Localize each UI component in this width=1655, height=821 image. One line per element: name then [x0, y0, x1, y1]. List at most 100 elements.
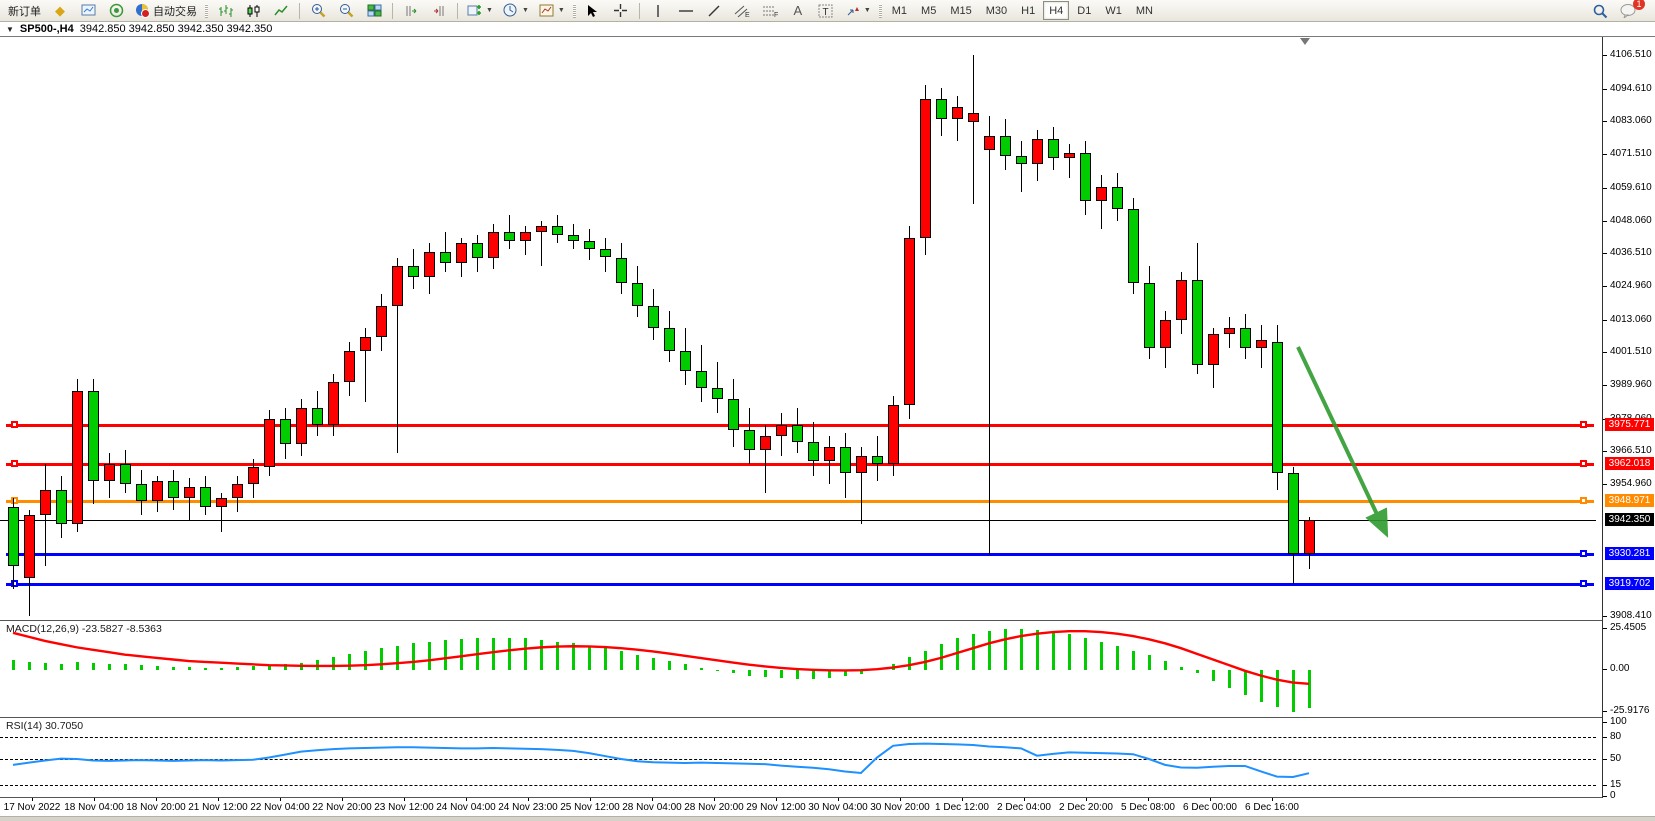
- signals-icon[interactable]: [103, 1, 129, 21]
- macd-histogram-bar: [556, 641, 559, 670]
- line-anchor-handle[interactable]: [1580, 421, 1587, 429]
- line-anchor-handle[interactable]: [11, 460, 18, 468]
- macd-histogram-bar: [172, 666, 175, 670]
- macd-panel[interactable]: MACD(12,26,9) -23.5827 -8.5363: [0, 620, 1602, 718]
- rsi-axis-tick-label: 50: [1610, 753, 1622, 764]
- down-arrow-annotation[interactable]: [0, 37, 1602, 620]
- add-indicator-button[interactable]: ▼: [463, 1, 497, 21]
- arrows-tool-button[interactable]: ▼: [841, 1, 875, 21]
- candle-wick: [989, 115, 990, 555]
- timeframe-m15[interactable]: M15: [950, 4, 972, 17]
- macd-histogram-bar: [924, 650, 927, 670]
- macd-histogram-bar: [92, 662, 95, 670]
- candle-bear: [1112, 186, 1123, 210]
- macd-axis-tick: [1603, 669, 1607, 670]
- line-price-label: 3975.771: [1605, 418, 1654, 432]
- macd-histogram-bar: [588, 645, 591, 670]
- time-axis-tick: [652, 798, 653, 801]
- time-axis-label: 22 Nov 20:00: [312, 802, 372, 813]
- price-axis[interactable]: 4106.510 4094.610 4083.060 4071.510 4059.610…: [1602, 37, 1655, 801]
- line-chart-mode-icon[interactable]: [268, 1, 294, 21]
- time-axis-tick: [94, 798, 95, 801]
- rsi-panel[interactable]: RSI(14) 30.7050: [0, 718, 1602, 798]
- price-axis-tick: [1603, 187, 1607, 189]
- candle-bear: [664, 328, 675, 351]
- periods-button[interactable]: ▼: [499, 1, 533, 21]
- candle-bear: [584, 240, 595, 249]
- symbols-icon[interactable]: ◆: [55, 2, 65, 18]
- candle-wick: [509, 215, 510, 249]
- new-chart-icon[interactable]: [75, 1, 101, 21]
- symbol-dropdown-icon[interactable]: ▼: [6, 24, 14, 34]
- text-label-tool-icon[interactable]: T: [813, 1, 839, 21]
- candle-wick: [397, 257, 398, 453]
- timeframe-h4[interactable]: H4: [1043, 1, 1070, 20]
- line-anchor-handle[interactable]: [1580, 460, 1587, 468]
- cursor-tool-icon[interactable]: [580, 1, 606, 21]
- time-axis-tick: [1148, 798, 1149, 801]
- horizontal-line-object[interactable]: [6, 552, 1594, 556]
- candle-bull: [904, 237, 915, 405]
- auto-scroll-toggle-icon[interactable]: [426, 1, 452, 21]
- horizontal-line-tool-icon[interactable]: [673, 1, 699, 21]
- templates-button[interactable]: ▼: [535, 1, 569, 21]
- candle-bull: [984, 135, 995, 150]
- equidistant-channel-tool-icon[interactable]: E: [729, 1, 755, 21]
- macd-histogram-bar: [1020, 629, 1023, 670]
- timeframe-mn[interactable]: MN: [1135, 4, 1153, 17]
- rsi-axis-tick-label: 100: [1610, 716, 1627, 728]
- candle-bear: [408, 266, 419, 278]
- timeframe-d1[interactable]: D1: [1077, 4, 1092, 17]
- price-axis-tick: [1603, 451, 1607, 453]
- vertical-line-tool-icon[interactable]: [645, 1, 671, 21]
- chart-shift-toggle-icon[interactable]: [398, 1, 424, 21]
- time-axis[interactable]: 17 Nov 2022 18 Nov 04:00 18 Nov 20:00 21 No…: [0, 798, 1655, 816]
- line-anchor-handle[interactable]: [11, 421, 18, 429]
- bar-chart-mode-icon[interactable]: [212, 1, 238, 21]
- timeframe-m30[interactable]: M30: [985, 4, 1008, 17]
- search-icon[interactable]: [1587, 1, 1613, 21]
- new-order-button[interactable]: 新订单: [4, 1, 45, 21]
- timeframe-h1[interactable]: H1: [1021, 4, 1036, 17]
- candle-wick: [525, 226, 526, 255]
- horizontal-line-object[interactable]: [6, 499, 1594, 503]
- line-anchor-handle[interactable]: [11, 580, 18, 588]
- price-chart-panel[interactable]: [0, 37, 1602, 620]
- fibonacci-tool-icon[interactable]: F: [757, 1, 783, 21]
- macd-histogram-bar: [1244, 670, 1247, 696]
- tile-windows-icon[interactable]: [361, 1, 387, 21]
- zoom-in-icon[interactable]: [305, 1, 331, 21]
- timeframe-m1[interactable]: M1: [891, 4, 908, 17]
- candle-bull: [536, 226, 547, 232]
- macd-histogram-bar: [844, 670, 847, 677]
- time-axis-tick: [156, 798, 157, 801]
- line-anchor-handle[interactable]: [1580, 580, 1587, 588]
- autotrading-button[interactable]: 自动交易: [131, 1, 201, 21]
- price-axis-tick-label: 3954.960: [1610, 478, 1652, 490]
- macd-histogram-bar: [76, 661, 79, 670]
- candle-bear: [616, 257, 627, 283]
- trendline-tool-icon[interactable]: [701, 1, 727, 21]
- timeframe-w1[interactable]: W1: [1105, 4, 1122, 17]
- line-anchor-handle[interactable]: [11, 497, 18, 505]
- macd-histogram-bar: [1052, 632, 1055, 670]
- zoom-out-icon[interactable]: [333, 1, 359, 21]
- crosshair-tool-icon[interactable]: [608, 1, 634, 21]
- horizontal-line-object[interactable]: [6, 462, 1594, 466]
- candle-wick: [1069, 144, 1070, 179]
- notifications-chat-icon[interactable]: 1: [1615, 0, 1645, 21]
- candlestick-mode-icon[interactable]: [240, 1, 266, 21]
- timeframe-m5[interactable]: M5: [921, 4, 937, 17]
- candle-bear: [632, 282, 643, 306]
- current-price-label: 3942.350: [1605, 512, 1654, 526]
- line-anchor-handle[interactable]: [1580, 550, 1587, 558]
- price-axis-tick-label: 4013.060: [1610, 313, 1652, 325]
- line-anchor-handle[interactable]: [1580, 497, 1587, 505]
- text-tool-icon[interactable]: A: [793, 3, 803, 18]
- candle-wick: [541, 220, 542, 266]
- horizontal-line-object[interactable]: [6, 582, 1594, 586]
- candle-bull: [1304, 519, 1315, 554]
- candle-bull: [216, 498, 227, 507]
- candle-bull: [264, 418, 275, 468]
- candle-bear: [168, 481, 179, 499]
